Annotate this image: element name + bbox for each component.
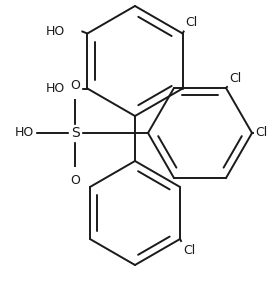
Text: Cl: Cl [255, 126, 267, 139]
Text: O: O [70, 79, 80, 92]
Text: Cl: Cl [229, 72, 241, 85]
Text: HO: HO [15, 126, 34, 139]
Text: Cl: Cl [183, 244, 195, 257]
Text: O: O [70, 174, 80, 187]
Text: HO: HO [46, 25, 65, 38]
Text: S: S [71, 126, 79, 140]
Text: Cl: Cl [186, 15, 198, 28]
Text: HO: HO [46, 82, 65, 95]
